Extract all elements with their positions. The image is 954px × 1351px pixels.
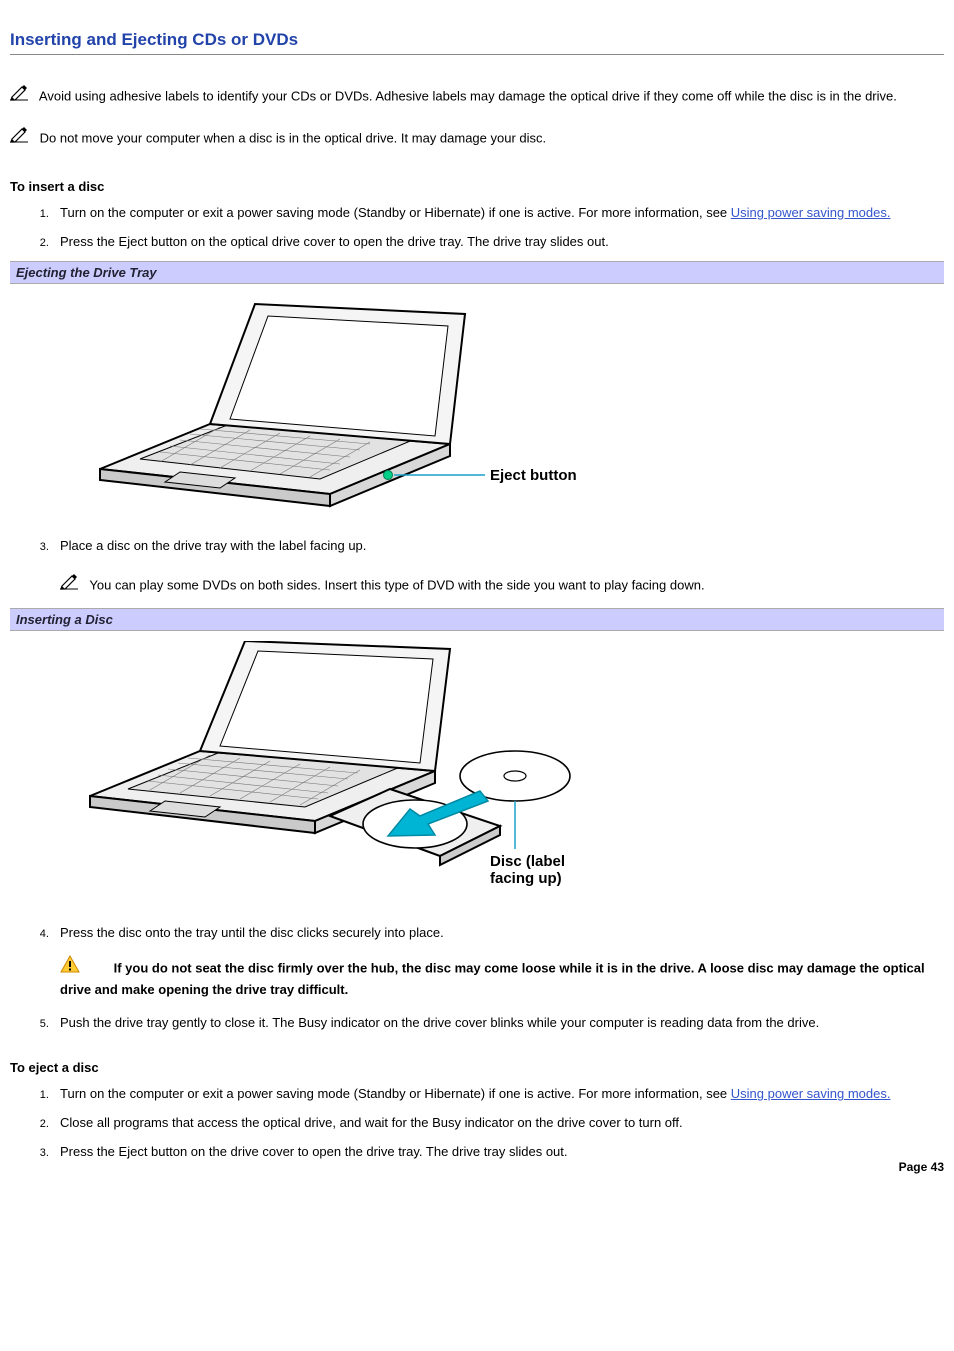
note-text: You can play some DVDs on both sides. In… xyxy=(89,578,704,593)
note-adhesive-labels: Avoid using adhesive labels to identify … xyxy=(10,85,944,109)
eject-button-dot xyxy=(384,471,393,480)
insert-heading: To insert a disc xyxy=(10,179,944,194)
warning-seat-disc: If you do not seat the disc firmly over … xyxy=(60,957,944,1000)
figure2-callout-l2: facing up) xyxy=(490,870,562,887)
warning-text: If you do not seat the disc firmly over … xyxy=(60,960,925,996)
insert-step-4: Press the disc onto the tray until the d… xyxy=(52,924,944,1000)
step-text: Place a disc on the drive tray with the … xyxy=(60,538,366,553)
page-title: Inserting and Ejecting CDs or DVDs xyxy=(10,30,944,55)
figure2-callout-l1: Disc (label xyxy=(490,853,565,870)
insert-step-1: Turn on the computer or exit a power sav… xyxy=(52,204,944,223)
pencil-icon xyxy=(10,125,32,149)
power-saving-link[interactable]: Using power saving modes. xyxy=(731,205,891,220)
eject-step-1: Turn on the computer or exit a power sav… xyxy=(52,1085,944,1104)
note-move-computer: Do not move your computer when a disc is… xyxy=(10,127,944,151)
step-text: Turn on the computer or exit a power sav… xyxy=(60,1086,731,1101)
step-text: Turn on the computer or exit a power sav… xyxy=(60,205,731,220)
power-saving-link[interactable]: Using power saving modes. xyxy=(731,1086,891,1101)
figure-bar-ejecting: Ejecting the Drive Tray xyxy=(10,261,944,284)
note-text: Do not move your computer when a disc is… xyxy=(40,130,547,145)
figure-bar-inserting: Inserting a Disc xyxy=(10,608,944,631)
insert-step-5: Push the drive tray gently to close it. … xyxy=(52,1014,944,1033)
figure-insert-disc: Disc (label facing up) xyxy=(10,641,944,906)
insert-step-3: Place a disc on the drive tray with the … xyxy=(52,537,944,598)
note-text: Avoid using adhesive labels to identify … xyxy=(39,88,897,103)
eject-heading: To eject a disc xyxy=(10,1060,944,1075)
step-text: Press the disc onto the tray until the d… xyxy=(60,925,444,940)
insert-step-2: Press the Eject button on the optical dr… xyxy=(52,233,944,252)
pencil-icon xyxy=(60,572,82,596)
warning-icon xyxy=(60,955,80,979)
eject-step-2: Close all programs that access the optic… xyxy=(52,1114,944,1133)
page-number: Page 43 xyxy=(10,1160,944,1174)
figure1-callout: Eject button xyxy=(490,467,577,484)
figure-eject-tray: Eject button xyxy=(10,294,944,519)
pencil-icon xyxy=(10,83,32,107)
